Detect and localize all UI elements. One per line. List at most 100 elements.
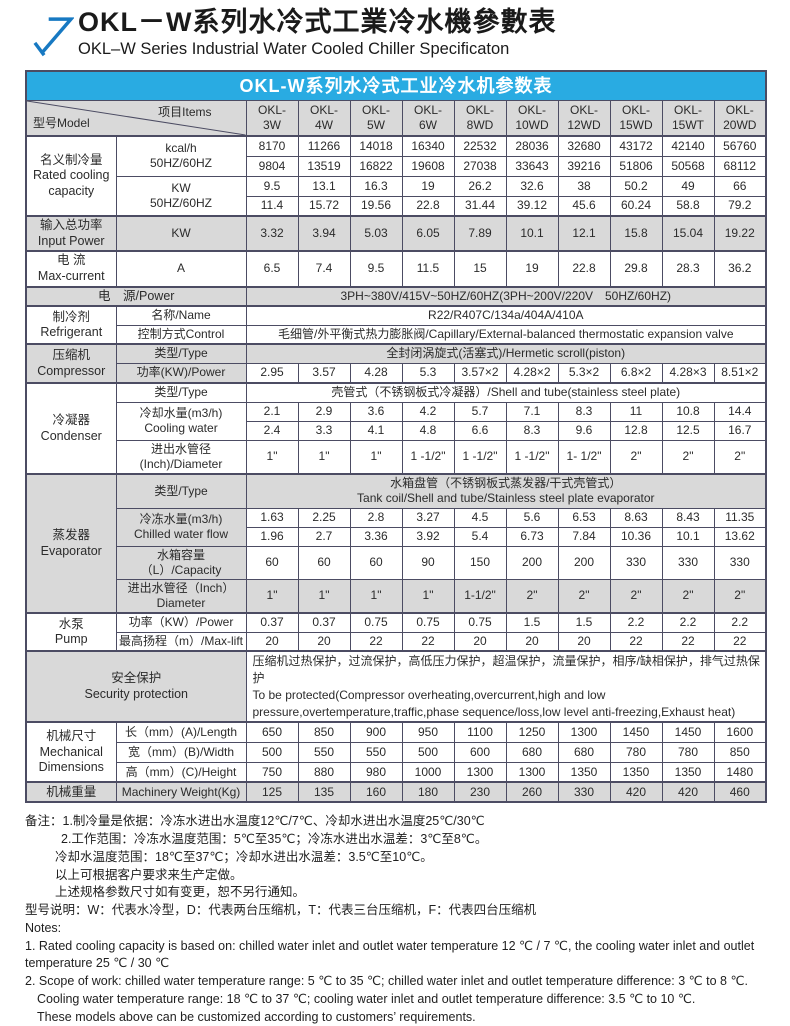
value-cell: 3.94: [297, 214, 351, 252]
value-cell: 2": [661, 439, 715, 475]
value-cell: 14.4: [713, 401, 767, 422]
value-cell: 90: [401, 545, 455, 580]
value-cell: 7.89: [453, 214, 507, 252]
page-titles: OKL－W系列水冷式工業冷水機參數表 OKL–W Series Industri…: [78, 7, 557, 58]
value-cell: 20: [245, 631, 299, 652]
value-cell: 1450: [609, 721, 663, 743]
value-cell: 20: [453, 631, 507, 652]
table-row: 安全保护 Security protection 压缩机过热保护，过流保护，高低压力…: [25, 650, 767, 723]
value-cell: 1": [349, 439, 403, 475]
note-line: These models above can be customized acc…: [37, 1009, 476, 1024]
value-cell: 5.4: [453, 526, 507, 547]
value-cell: 750: [245, 761, 299, 783]
value-cell: 60: [349, 545, 403, 580]
table-row: 名义制冷量 Rated cooling capacity kcal/h 50HZ/60…: [25, 135, 767, 217]
value-cell: 980: [349, 761, 403, 783]
value-cell: 6.53: [557, 507, 611, 528]
value-cell: 3.32: [245, 214, 299, 252]
value-cell: 1.96: [245, 526, 299, 547]
value-cell: 135: [297, 781, 351, 803]
value-cell: 20: [557, 631, 611, 652]
value-cell: 950: [401, 721, 455, 743]
value-cell: 79.2: [713, 195, 767, 217]
row-label: 进出水管径 (Inch)/Diameter: [115, 439, 247, 475]
value-cell: 29.8: [609, 250, 663, 288]
value-cell: 13.1: [297, 175, 351, 197]
value-cell: 9804: [245, 155, 299, 177]
value-cell: 7.84: [557, 526, 611, 547]
value-cell: 20: [297, 631, 351, 652]
value-cell: 1000: [401, 761, 455, 783]
spec-table: OKL-W系列水冷式工业冷水机参数表 项目Items 型号Model OKL- 3W OK…: [25, 70, 768, 804]
model-header: OKL- 3W: [245, 100, 299, 137]
value-cell: 6.6: [453, 420, 507, 441]
table-row: 1.96 2.7 3.36 3.92 5.4 6.73 7.84 10.36 10.1 13.62: [26, 526, 767, 547]
value-cell: 42140: [661, 135, 715, 157]
value-cell: 1300: [557, 721, 611, 743]
value-cell: 5.03: [349, 214, 403, 252]
value-cell: 420: [661, 781, 715, 803]
table-row: 高（mm）(C)/Height 750 880 980 1000 1300 1300 1350…: [26, 761, 767, 783]
value-cell: 680: [557, 741, 611, 763]
table-row: 冷冻水量(m3/h) Chilled water flow 1.63 2.25 2.8 3…: [26, 507, 767, 547]
table-row: 机械重量 Machinery Weight(Kg) 125 135 160 180 230 2…: [25, 781, 767, 803]
page-header: OKL－W系列水冷式工業冷水機參數表 OKL–W Series Industri…: [0, 0, 790, 62]
value-cell: 36.2: [713, 250, 767, 288]
value-cell: 6.05: [401, 214, 455, 252]
value-cell: 22.8: [401, 195, 455, 217]
value-cell: 0.75: [349, 612, 403, 633]
row-label: 高（mm）(C)/Height: [115, 761, 247, 783]
table-row: 9804 13519 16822 19608 27038 33643 39216 51806 5…: [26, 155, 767, 177]
value-cell: 1350: [609, 761, 663, 783]
value-cell: 8.51×2: [713, 362, 767, 384]
value-cell: 8.3: [505, 420, 559, 441]
category-cell: 电 源/Power: [25, 285, 247, 307]
value-cell: 28.3: [661, 250, 715, 288]
value-cell: 2": [661, 578, 715, 614]
value-cell: 38: [557, 175, 611, 197]
value-cell: 600: [453, 741, 507, 763]
value-cell: 2": [609, 439, 663, 475]
row-label: 进出水管径（Inch） Diameter: [115, 578, 247, 614]
table-row: 电 流 Max-current A 6.5 7.4 9.5 11.5 15 19 22.8 29.8…: [25, 250, 767, 288]
value-cell: 1-1/2": [453, 578, 507, 614]
value-cell: 13.62: [713, 526, 767, 547]
row-label: 类型/Type: [115, 382, 247, 403]
value-cell: 1": [401, 578, 455, 614]
value-cell: 19608: [401, 155, 455, 177]
value-cell: 1300: [505, 761, 559, 783]
value-cell: 330: [609, 545, 663, 580]
table-row: 进出水管径 (Inch)/Diameter 1" 1" 1" 1 -1/2" 1 -1/2"…: [26, 439, 767, 475]
value-cell: 1300: [453, 761, 507, 783]
value-cell: 22: [713, 631, 767, 652]
value-cell: 9.6: [557, 420, 611, 441]
model-header: OKL- 4W: [297, 100, 351, 137]
row-label: 控制方式Control: [115, 324, 247, 345]
value-cell: 4.2: [401, 401, 455, 422]
page-title: OKL－W系列水冷式工業冷水機參數表: [78, 7, 557, 37]
value-cell: 22: [661, 631, 715, 652]
value-cell: 1": [297, 578, 351, 614]
value-cell: 330: [661, 545, 715, 580]
value-cell: 16340: [401, 135, 455, 157]
value-cell: 3.6: [349, 401, 403, 422]
value-cell: 330: [713, 545, 767, 580]
value-cell: 1 -1/2": [505, 439, 559, 475]
table-title: OKL-W系列水冷式工业冷水机参数表: [25, 70, 767, 101]
value-cell: 15.04: [661, 214, 715, 252]
value-cell: 22: [609, 631, 663, 652]
value-cell: 10.1: [661, 526, 715, 547]
category-cell: 安全保护 Security protection: [25, 650, 247, 723]
row-label: KW: [115, 214, 247, 252]
value-cell: 680: [505, 741, 559, 763]
note-line: Notes:: [25, 920, 62, 935]
value-cell: 4.28: [349, 362, 403, 384]
table-row: 压缩机 Compressor 类型/Type 全封闭涡旋式(活塞式)/Hermetic…: [25, 343, 767, 384]
value-cell: 7.4: [297, 250, 351, 288]
value-cell: 26.2: [453, 175, 507, 197]
value-cell: 2.8: [349, 507, 403, 528]
value-cell: 6.5: [245, 250, 299, 288]
value-cell: 19: [401, 175, 455, 197]
value-cell: 2.25: [297, 507, 351, 528]
value-cell: 500: [245, 741, 299, 763]
